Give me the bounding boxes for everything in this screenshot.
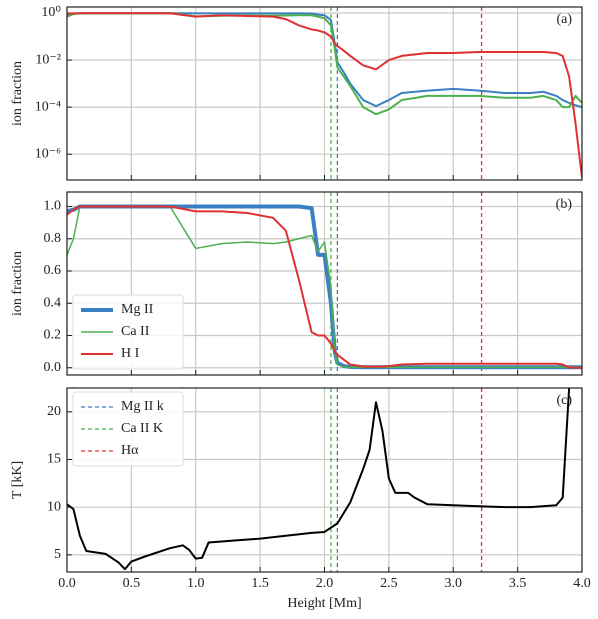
series-line [67, 388, 571, 571]
series-group [67, 388, 571, 571]
y-tick-label: 0.4 [44, 295, 62, 310]
plot-frame [66, 6, 583, 181]
x-tick-label: 2.0 [316, 576, 334, 591]
y-tick-label: 10⁻⁶ [35, 146, 61, 161]
x-tick-label: 1.5 [251, 576, 269, 591]
y-tick-label: 0.2 [44, 328, 62, 343]
series-group [67, 204, 582, 370]
legend-box [72, 294, 184, 370]
legend-label: Ca II K [121, 421, 163, 436]
y-tick-label: 10⁻⁴ [35, 99, 61, 114]
legend-box [72, 391, 184, 467]
legend-label: Mg II [121, 302, 154, 317]
y-axis-label: T [kK] [10, 461, 25, 499]
y-tick-label: 15 [47, 452, 61, 467]
panel: 0.0 0.2 0.4 0.6 0.8 1.0 (b) ion fraction Mg II Ca… [10, 191, 583, 376]
x-tick-label: 3.5 [509, 576, 527, 591]
panel-label: (a) [556, 12, 572, 27]
legend-label: Hα [121, 443, 139, 458]
y-tick-label: 5 [54, 547, 61, 562]
x-tick-label: 0.5 [123, 576, 141, 591]
x-tick-label: 2.5 [380, 576, 398, 591]
panel: 10⁰ 10⁻² 10⁻⁴ 10⁻⁶ (a) ion fraction [10, 5, 583, 181]
y-axis-label: ion fraction [10, 61, 25, 126]
series-line [67, 205, 582, 369]
y-tick-label: 0.0 [44, 360, 62, 375]
series-line [67, 12, 582, 178]
legend-label: Ca II [121, 324, 150, 339]
y-tick-label: 10 [47, 499, 61, 514]
panel-label: (b) [556, 197, 573, 212]
panel: 0.0 0.5 1.0 1.5 2.0 2.5 3.0 3.5 4.0 5 10 15 20 (c) T [… [10, 387, 591, 611]
plot-frame [66, 191, 583, 376]
y-tick-label: 0.8 [44, 231, 62, 246]
plot-frame [66, 387, 583, 573]
y-tick-label: 20 [47, 404, 61, 419]
legend-label: H I [121, 346, 140, 361]
x-tick-label: 1.0 [187, 576, 205, 591]
panel-label: (c) [556, 393, 572, 408]
y-tick-label: 10⁰ [41, 5, 61, 20]
x-tick-label: 3.0 [445, 576, 463, 591]
x-axis-label: Height [Mm] [287, 596, 361, 611]
y-axis-label: ion fraction [10, 251, 25, 316]
y-tick-label: 0.6 [44, 263, 62, 278]
x-tick-label: 0.0 [58, 576, 76, 591]
y-tick-label: 1.0 [44, 199, 62, 214]
series-group [67, 12, 582, 178]
x-tick-label: 4.0 [573, 576, 591, 591]
legend-label: Mg II k [121, 399, 164, 414]
y-tick-label: 10⁻² [35, 52, 61, 67]
